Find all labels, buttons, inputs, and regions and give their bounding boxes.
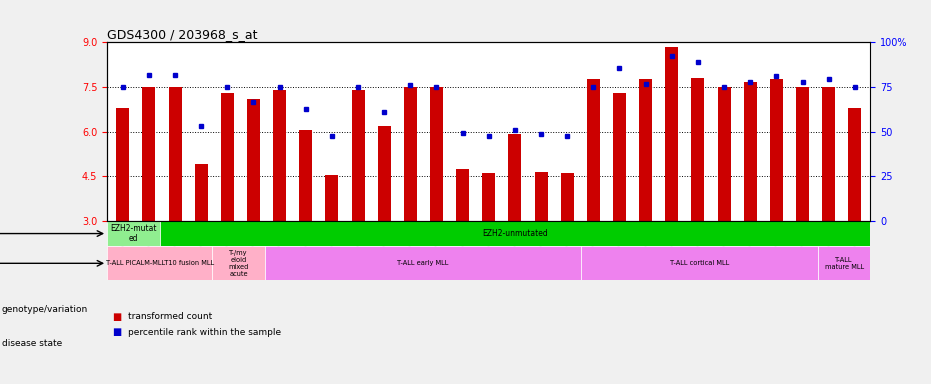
Text: T-ALL early MLL: T-ALL early MLL [398, 260, 449, 266]
Text: transformed count: transformed count [128, 312, 212, 321]
Bar [508, 134, 521, 221]
Bar [770, 79, 783, 221]
Bar [613, 93, 626, 221]
Text: genotype/variation: genotype/variation [2, 305, 88, 314]
Bar [796, 87, 809, 221]
Text: T-ALL PICALM-MLLT10 fusion MLL: T-ALL PICALM-MLLT10 fusion MLL [105, 260, 214, 266]
Bar [639, 79, 653, 221]
Text: T-ALL cortical MLL: T-ALL cortical MLL [669, 260, 729, 266]
Bar [587, 79, 600, 221]
Bar [692, 78, 705, 221]
Bar [534, 172, 547, 221]
Bar [265, 246, 581, 280]
Bar [666, 47, 679, 221]
Bar [744, 83, 757, 221]
Bar [848, 108, 861, 221]
Bar [142, 87, 155, 221]
Bar [247, 99, 260, 221]
Bar [273, 90, 286, 221]
Bar [560, 173, 573, 221]
Bar [116, 108, 129, 221]
Text: disease state: disease state [2, 339, 62, 348]
Text: ■: ■ [112, 327, 121, 337]
Bar [352, 90, 365, 221]
Bar [378, 126, 391, 221]
Bar [430, 87, 443, 221]
Bar [107, 221, 160, 246]
Bar [482, 173, 495, 221]
Bar [107, 246, 212, 280]
Bar [325, 175, 339, 221]
Bar [456, 169, 469, 221]
Text: ■: ■ [112, 312, 121, 322]
Text: percentile rank within the sample: percentile rank within the sample [128, 328, 281, 337]
Bar [581, 246, 817, 280]
Text: EZH2-unmutated: EZH2-unmutated [482, 229, 548, 238]
Text: T-/my
eloid
mixed
acute: T-/my eloid mixed acute [228, 250, 249, 277]
Text: GDS4300 / 203968_s_at: GDS4300 / 203968_s_at [107, 28, 258, 41]
Bar [169, 87, 182, 221]
Bar [822, 87, 835, 221]
Bar [299, 130, 312, 221]
Text: EZH2-mutat
ed: EZH2-mutat ed [110, 224, 156, 243]
Bar [221, 93, 234, 221]
Bar [404, 87, 417, 221]
Bar [212, 246, 265, 280]
Bar [195, 164, 208, 221]
Text: T-ALL
mature MLL: T-ALL mature MLL [825, 257, 864, 270]
Bar [817, 246, 870, 280]
Bar [718, 87, 731, 221]
